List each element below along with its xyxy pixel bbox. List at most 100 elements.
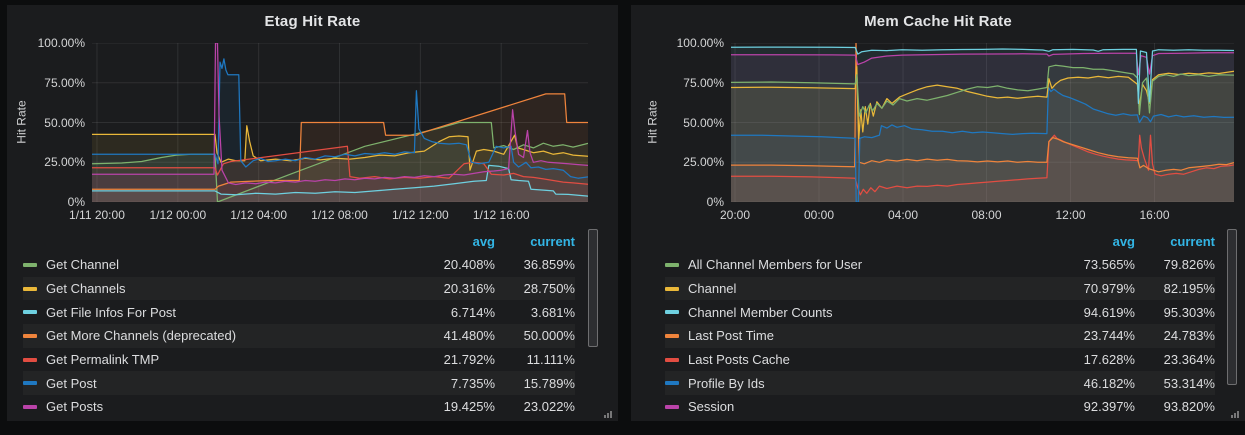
x-tick-label: 1/12 04:00 xyxy=(230,208,287,222)
legend-row-channel: Channel 70.979% 82.195% xyxy=(665,277,1215,301)
legend-rows: All Channel Members for User 73.565% 79.82… xyxy=(665,253,1215,419)
y-tick-label: 25.00% xyxy=(683,155,724,170)
series-name: Session xyxy=(688,399,735,415)
y-tick-label: 75.00% xyxy=(683,75,724,90)
series-avg-value: 73.565% xyxy=(1083,257,1135,273)
legend-series-toggle[interactable]: Channel xyxy=(665,281,1055,296)
series-current-value: 36.859% xyxy=(523,257,575,273)
legend-series-toggle[interactable]: Get Post xyxy=(23,376,415,391)
series-avg-value: 92.397% xyxy=(1083,399,1135,415)
legend-header: avg current xyxy=(23,229,575,253)
x-tick-label: 1/11 20:00 xyxy=(69,208,125,222)
series-avg-value: 7.735% xyxy=(450,375,495,391)
legend-series-toggle[interactable]: Profile By Ids xyxy=(665,376,1055,391)
legend-header-current[interactable]: current xyxy=(1170,233,1215,249)
series-name: Get Post xyxy=(46,375,97,391)
series-avg-value: 6.714% xyxy=(450,304,495,320)
legend-row-get-post: Get Post 7.735% 15.789% xyxy=(23,371,575,395)
series-fill-all-channel-members-for-user xyxy=(731,65,1234,202)
x-tick-label: 12:00 xyxy=(1055,208,1086,222)
legend-row-all-channel-members-for-user: All Channel Members for User 73.565% 79.82… xyxy=(665,253,1215,277)
legend-series-toggle[interactable]: Get Channel xyxy=(23,257,415,272)
legend-series-toggle[interactable]: Session xyxy=(665,399,1055,414)
x-tick-label: 04:00 xyxy=(888,208,919,222)
legend-series-toggle[interactable]: Get Channels xyxy=(23,281,415,296)
series-current-value: 23.364% xyxy=(1163,352,1215,368)
legend-header-avg[interactable]: avg xyxy=(1112,233,1135,249)
series-current-value: 15.789% xyxy=(523,375,575,391)
y-tick-label: 75.00% xyxy=(44,75,85,90)
legend-row-get-more-channels-deprecated: Get More Channels (deprecated) 41.480% 50.… xyxy=(23,324,575,348)
y-tick-label: 0% xyxy=(706,195,724,209)
series-avg-value: 23.744% xyxy=(1083,328,1135,344)
y-tick-label: 100.00% xyxy=(37,36,85,50)
panel-title[interactable]: Etag Hit Rate xyxy=(264,13,361,30)
panel-resize-handle[interactable] xyxy=(604,410,615,418)
legend-row-session: Session 92.397% 93.820% xyxy=(665,395,1215,419)
series-line-last-posts-cache xyxy=(731,134,1234,196)
series-name: Profile By Ids xyxy=(688,375,765,391)
legend-series-toggle[interactable]: All Channel Members for User xyxy=(665,257,1055,272)
legend-series-toggle[interactable]: Get File Infos For Post xyxy=(23,305,415,320)
series-color-dash-icon xyxy=(665,310,679,315)
legend-row-last-post-time: Last Post Time 23.744% 24.783% xyxy=(665,324,1215,348)
series-current-value: 82.195% xyxy=(1163,281,1215,297)
legend-scrollbar-thumb[interactable] xyxy=(1227,229,1237,385)
series-color-dash-icon xyxy=(23,310,37,315)
chart-plot[interactable] xyxy=(731,43,1234,202)
legend-header-avg[interactable]: avg xyxy=(472,233,495,249)
panel-title[interactable]: Mem Cache Hit Rate xyxy=(864,13,1012,30)
legend-rows: Get Channel 20.408% 36.859% Get Channels 20.… xyxy=(23,253,575,419)
series-avg-value: 20.316% xyxy=(443,281,495,297)
panel-resize-handle[interactable] xyxy=(1231,410,1242,418)
series-color-dash-icon xyxy=(665,262,679,267)
series-fill-channel-member-counts xyxy=(731,47,1234,202)
legend-row-last-posts-cache: Last Posts Cache 17.628% 23.364% xyxy=(665,348,1215,372)
legend-row-get-channels: Get Channels 20.316% 28.750% xyxy=(23,277,575,301)
series-line-channel-member-counts xyxy=(731,46,1234,105)
legend-series-toggle[interactable]: Get More Channels (deprecated) xyxy=(23,328,415,343)
legend-series-toggle[interactable]: Get Posts xyxy=(23,399,415,414)
series-name: Get Channel xyxy=(46,257,119,273)
series-current-value: 53.314% xyxy=(1163,375,1215,391)
x-tick-label: 16:00 xyxy=(1139,208,1170,222)
legend-row-get-channel: Get Channel 20.408% 36.859% xyxy=(23,253,575,277)
legend-row-get-file-infos-for-post: Get File Infos For Post 6.714% 3.681% xyxy=(23,300,575,324)
series-fill-get-file-infos-for-post xyxy=(92,165,588,202)
series-color-dash-icon xyxy=(665,286,679,291)
series-fill-channel xyxy=(731,66,1234,202)
series-name: Get More Channels (deprecated) xyxy=(46,328,237,344)
series-current-value: 50.000% xyxy=(523,328,575,344)
series-line-get-permalink-tmp xyxy=(92,145,588,185)
series-line-get-more-channels-deprecated xyxy=(92,93,588,190)
series-avg-value: 46.182% xyxy=(1083,375,1135,391)
legend-series-toggle[interactable]: Last Post Time xyxy=(665,328,1055,343)
series-color-dash-icon xyxy=(23,333,37,338)
y-tick-label: 50.00% xyxy=(683,115,724,130)
y-tick-label: 0% xyxy=(67,195,85,209)
legend-row-get-posts: Get Posts 19.425% 23.022% xyxy=(23,395,575,419)
series-color-dash-icon xyxy=(665,357,679,362)
series-avg-value: 41.480% xyxy=(443,328,495,344)
series-avg-value: 70.979% xyxy=(1083,281,1135,297)
chart-plot[interactable] xyxy=(92,43,588,202)
series-color-dash-icon xyxy=(23,286,37,291)
legend-series-toggle[interactable]: Get Permalink TMP xyxy=(23,352,415,367)
series-name: Get Posts xyxy=(46,399,104,415)
series-name: All Channel Members for User xyxy=(688,257,863,273)
series-name: Last Posts Cache xyxy=(688,352,790,368)
series-avg-value: 94.619% xyxy=(1083,304,1135,320)
legend-header-current[interactable]: current xyxy=(530,233,575,249)
legend-header: avg current xyxy=(665,229,1215,253)
series-avg-value: 19.425% xyxy=(443,399,495,415)
x-axis-ticks: 1/11 20:00 1/12 00:00 1/12 04:00 1/12 08:00… xyxy=(69,208,588,224)
series-current-value: 95.303% xyxy=(1163,304,1215,320)
legend-series-toggle[interactable]: Last Posts Cache xyxy=(665,352,1055,367)
series-name: Get Permalink TMP xyxy=(46,352,160,368)
y-axis-ticks: 100.00% 75.00% 50.00% 25.00% 0% xyxy=(7,5,88,421)
y-axis-ticks: 100.00% 75.00% 50.00% 25.00% 0% xyxy=(631,5,727,421)
series-line-all-channel-members-for-user xyxy=(731,64,1234,117)
legend-scrollbar-thumb[interactable] xyxy=(588,229,598,347)
legend-series-toggle[interactable]: Channel Member Counts xyxy=(665,305,1055,320)
